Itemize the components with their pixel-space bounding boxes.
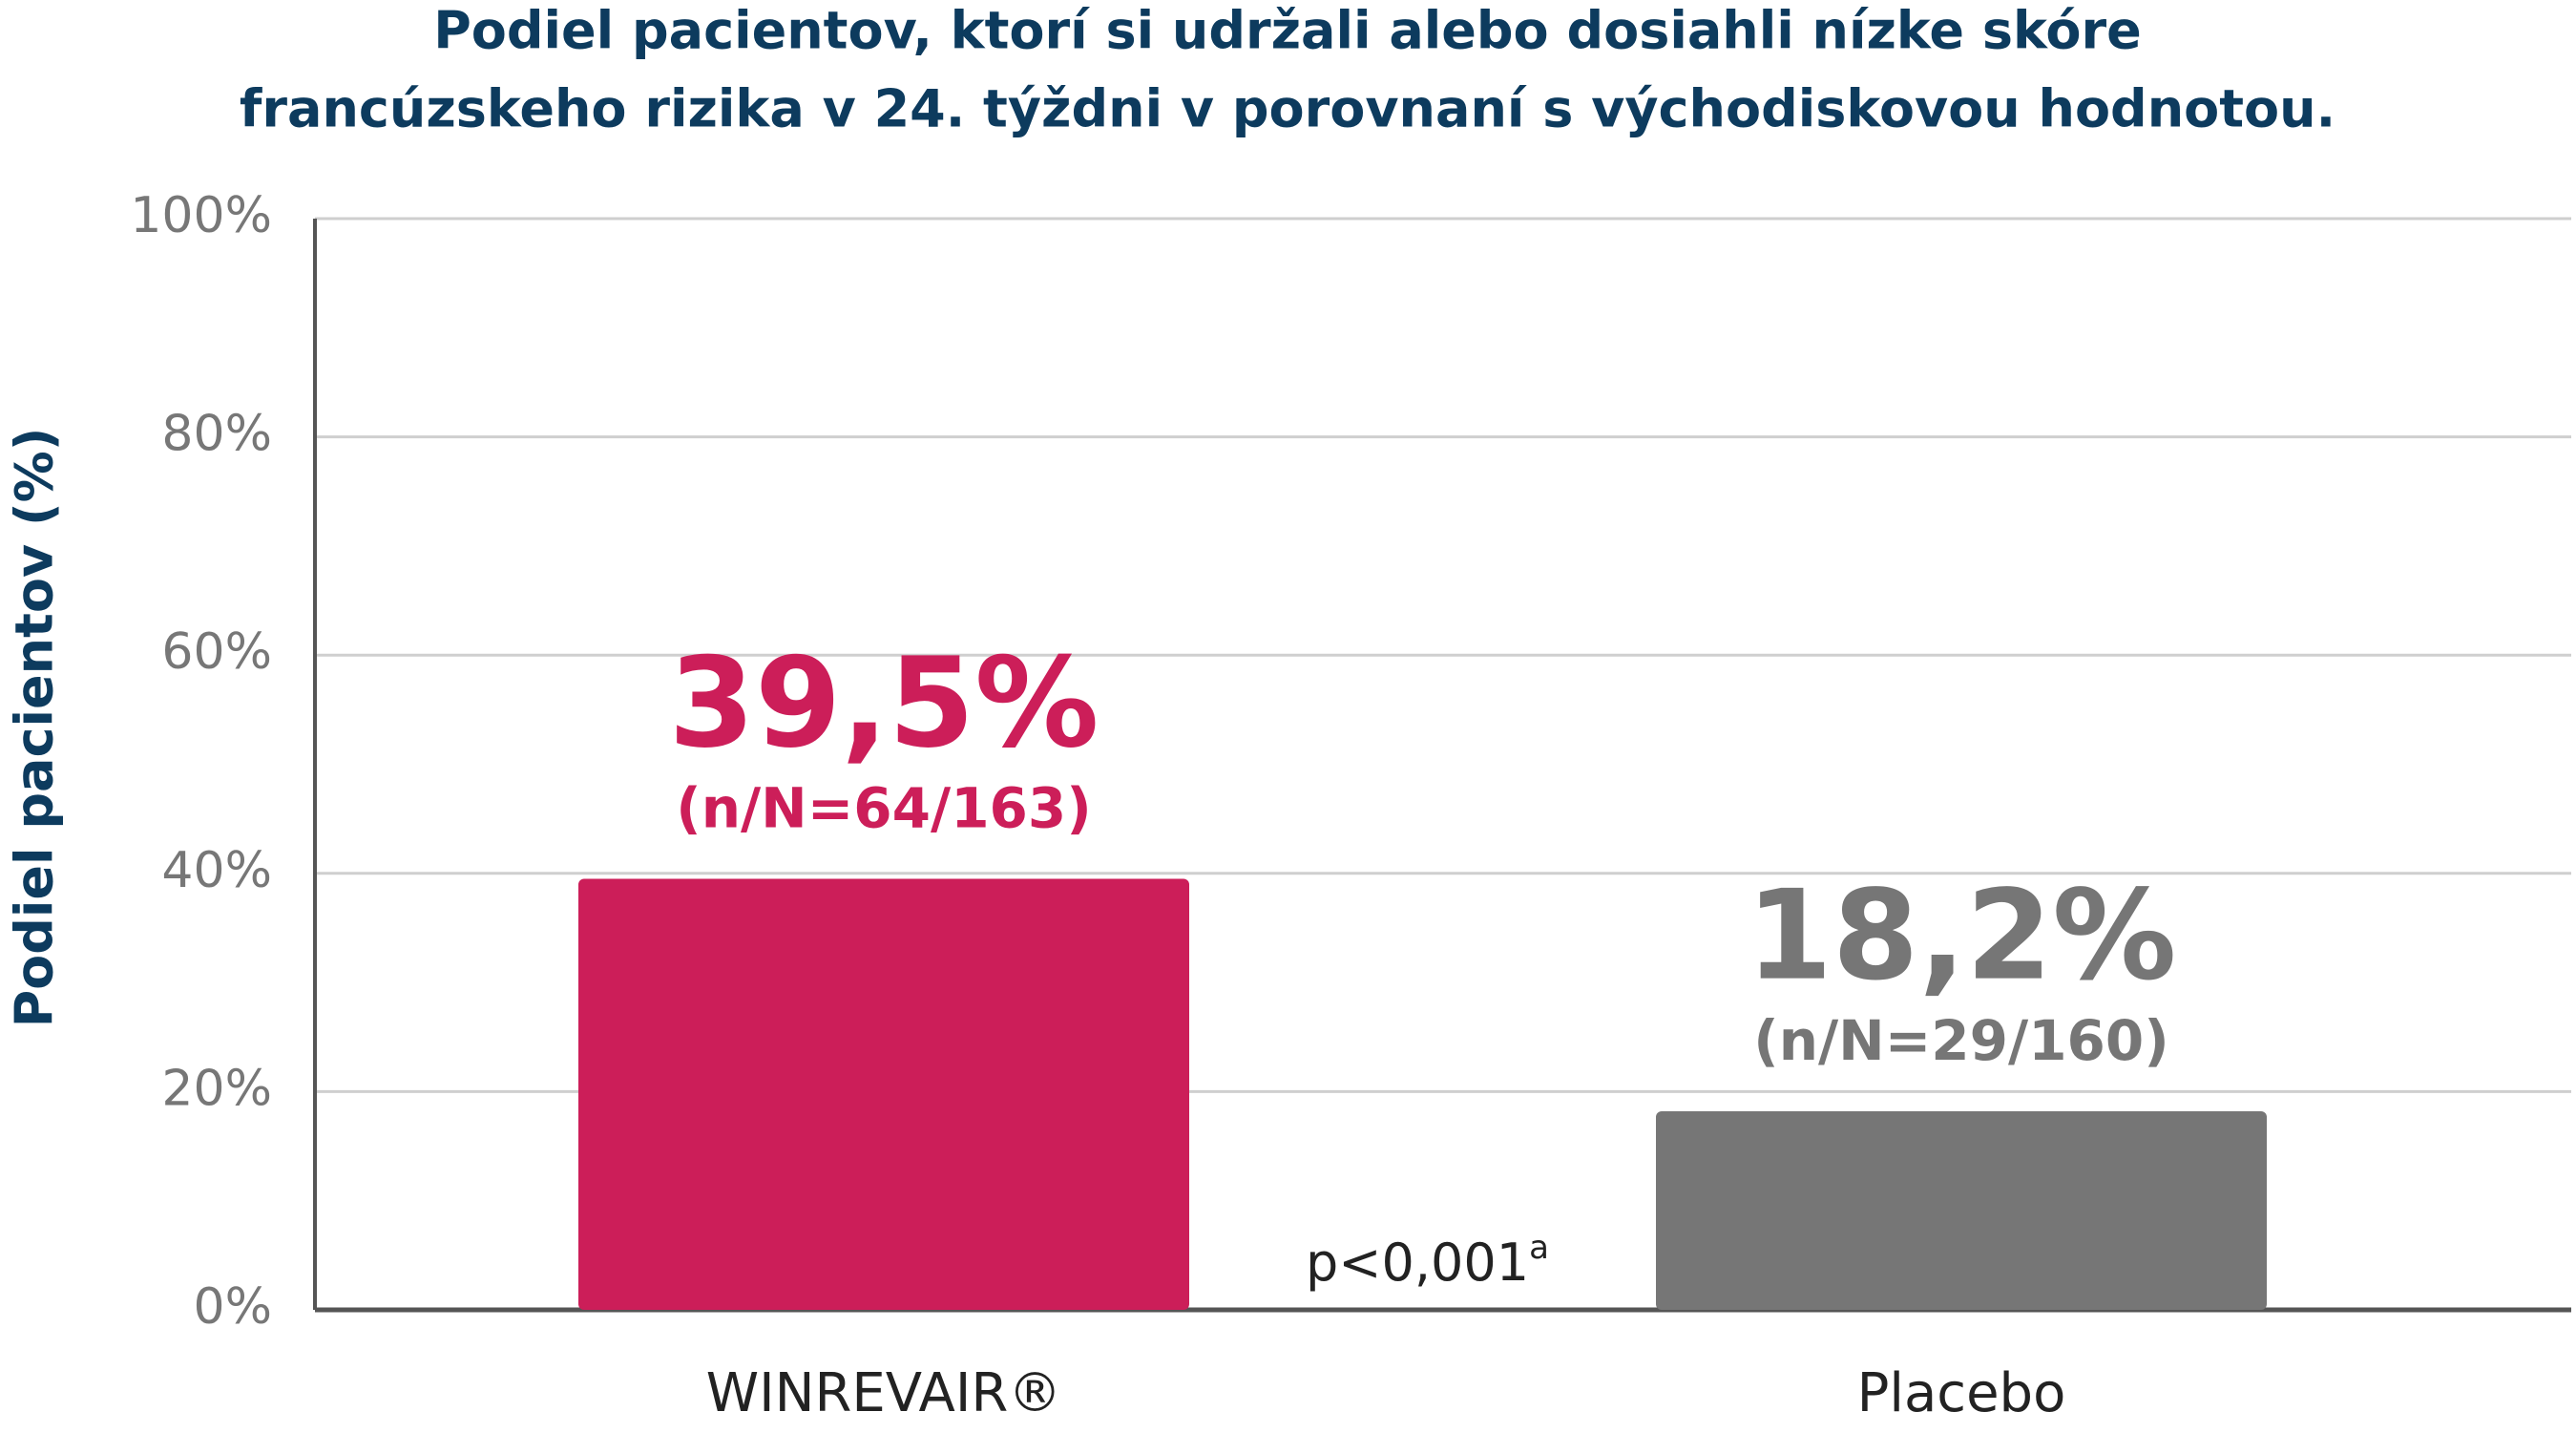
value-label: 39,5% [668,630,1099,775]
x-tick-label: Placebo [1857,1362,2066,1424]
bar [1656,1110,2267,1310]
y-tick-label: 60% [161,623,272,681]
value-label: 18,2% [1746,863,2176,1008]
y-axis-label: Podiel pacientov (%) [5,428,65,1028]
x-tick-label: WINREVAIR® [706,1362,1062,1424]
bar [578,878,1189,1310]
p-value: p<0,001a [1306,1229,1549,1293]
y-tick-label: 20% [161,1060,272,1117]
y-tick-label: 80% [161,406,272,463]
y-tick-label: 100% [130,187,272,244]
chart-title: Podiel pacientov, ktorí si udržali alebo… [433,1,2142,61]
p-value-superscript: a [1529,1229,1549,1267]
y-tick-label: 40% [161,842,272,899]
p-value-text: p<0,001 [1306,1233,1529,1293]
chart-title: francúzskeho rizika v 24. týždni v porov… [240,79,2335,139]
value-sublabel: (n/N=64/163) [676,776,1092,841]
y-tick-label: 0% [194,1278,273,1336]
value-sublabel: (n/N=29/160) [1753,1008,2169,1073]
